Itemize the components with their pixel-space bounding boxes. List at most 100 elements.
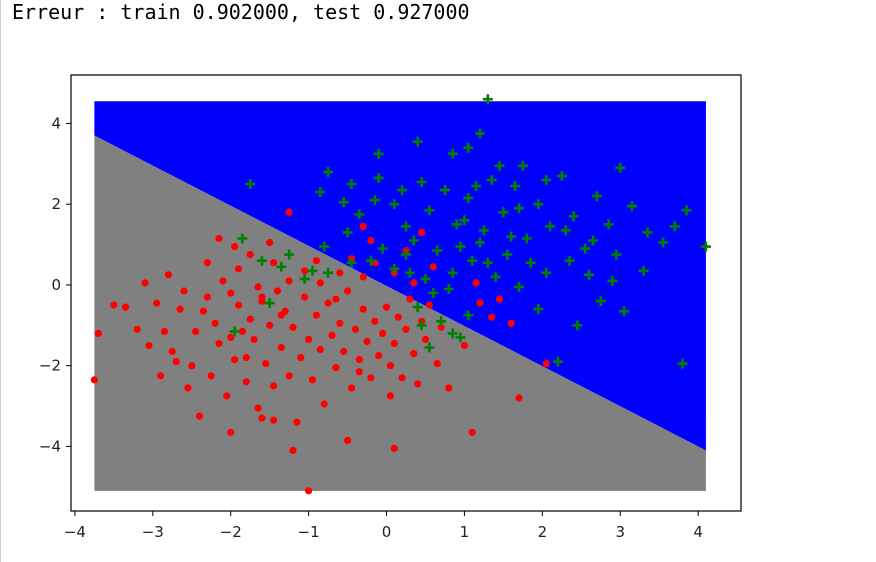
data-point-class-0 — [234, 301, 243, 309]
data-point-class-1 — [455, 332, 466, 343]
data-point-class-0 — [266, 321, 274, 329]
data-point-class-1 — [319, 241, 330, 252]
data-point-class-0 — [340, 347, 348, 356]
data-point-class-1 — [420, 273, 431, 284]
class-1-points — [229, 94, 711, 369]
data-point-class-0 — [176, 305, 184, 313]
x-tick-label: 3 — [615, 523, 625, 541]
data-point-class-0 — [312, 257, 320, 265]
data-point-class-0 — [433, 360, 441, 368]
data-point-class-0 — [180, 287, 188, 295]
data-point-class-1 — [412, 136, 423, 147]
data-point-class-0 — [277, 311, 285, 319]
data-point-class-0 — [488, 313, 496, 321]
data-point-class-0 — [515, 394, 523, 402]
data-point-class-1 — [373, 148, 384, 159]
x-tick-label: −1 — [298, 523, 320, 541]
data-point-class-0 — [336, 319, 344, 327]
y-axis: −4 −2 0 2 4 — [39, 114, 71, 455]
data-point-class-0 — [312, 311, 320, 319]
data-point-class-0 — [258, 293, 266, 301]
data-point-class-0 — [90, 376, 98, 384]
data-point-class-1 — [506, 231, 517, 242]
data-point-class-1 — [669, 221, 680, 232]
data-point-class-1 — [580, 243, 591, 254]
data-point-class-0 — [94, 329, 102, 337]
data-point-class-0 — [316, 279, 324, 287]
data-point-class-1 — [603, 219, 614, 230]
x-tick-label: 0 — [382, 523, 392, 541]
data-point-class-1 — [475, 237, 485, 248]
y-tick-label: −4 — [39, 437, 61, 455]
data-point-class-0 — [375, 352, 383, 360]
data-point-class-0 — [305, 487, 313, 495]
y-tick-label: 2 — [51, 195, 61, 213]
data-point-class-0 — [406, 295, 414, 303]
data-point-class-0 — [398, 374, 406, 382]
data-point-class-0 — [215, 339, 223, 348]
data-point-class-0 — [316, 345, 324, 354]
data-point-class-0 — [355, 356, 363, 364]
data-point-class-0 — [425, 301, 433, 309]
data-point-class-1 — [401, 249, 411, 260]
data-point-class-1 — [373, 172, 384, 183]
data-point-class-1 — [389, 263, 400, 274]
class-0-points — [90, 208, 550, 495]
data-point-class-1 — [264, 298, 275, 309]
data-point-class-0 — [227, 333, 235, 341]
data-point-class-1 — [416, 320, 427, 331]
data-point-class-0 — [293, 418, 301, 426]
x-tick-label: 1 — [460, 523, 470, 541]
data-point-class-0 — [367, 236, 375, 245]
data-point-class-0 — [301, 293, 309, 301]
data-point-class-1 — [595, 296, 606, 307]
data-point-class-1 — [568, 211, 579, 222]
data-point-class-1 — [424, 205, 435, 216]
data-point-class-1 — [482, 94, 493, 105]
data-point-class-0 — [270, 259, 278, 267]
data-point-class-1 — [459, 215, 470, 226]
data-point-class-0 — [347, 384, 356, 392]
data-point-class-0 — [270, 416, 278, 424]
data-point-class-0 — [390, 339, 398, 348]
region-class-0 — [94, 135, 706, 491]
data-point-class-1 — [545, 221, 556, 232]
data-point-class-0 — [203, 293, 211, 301]
data-point-class-1 — [677, 358, 688, 369]
data-point-class-1 — [354, 209, 365, 220]
data-point-class-0 — [390, 444, 398, 452]
data-point-class-0 — [289, 446, 297, 454]
data-point-class-0 — [266, 238, 274, 247]
data-point-class-0 — [332, 364, 340, 372]
data-point-class-1 — [607, 275, 618, 286]
data-point-class-0 — [242, 354, 250, 362]
data-point-class-0 — [344, 287, 352, 295]
data-point-class-1 — [463, 193, 474, 204]
data-point-class-0 — [542, 360, 550, 368]
plot-frame — [70, 74, 742, 512]
data-point-class-1 — [533, 199, 544, 210]
data-point-class-1 — [256, 255, 267, 266]
data-point-class-0 — [410, 350, 418, 358]
data-point-class-1 — [416, 177, 427, 187]
data-point-class-1 — [642, 227, 653, 238]
data-point-class-0 — [402, 325, 410, 333]
data-point-class-0 — [394, 313, 402, 321]
data-point-class-0 — [359, 305, 367, 313]
data-point-class-0 — [270, 382, 278, 390]
data-point-class-1 — [440, 185, 450, 196]
data-point-class-1 — [498, 207, 509, 218]
data-point-class-0 — [379, 329, 387, 337]
data-point-class-1 — [572, 320, 583, 331]
data-point-class-0 — [355, 368, 363, 376]
data-point-class-0 — [231, 356, 239, 364]
data-point-class-1 — [591, 191, 602, 202]
data-point-class-1 — [471, 181, 482, 191]
data-point-class-0 — [172, 358, 180, 366]
data-point-class-0 — [297, 354, 305, 362]
data-point-class-1 — [525, 257, 536, 268]
data-point-class-1 — [397, 185, 408, 196]
x-tick-label: −2 — [220, 523, 242, 541]
data-point-class-0 — [199, 307, 207, 315]
data-point-class-1 — [447, 328, 458, 339]
